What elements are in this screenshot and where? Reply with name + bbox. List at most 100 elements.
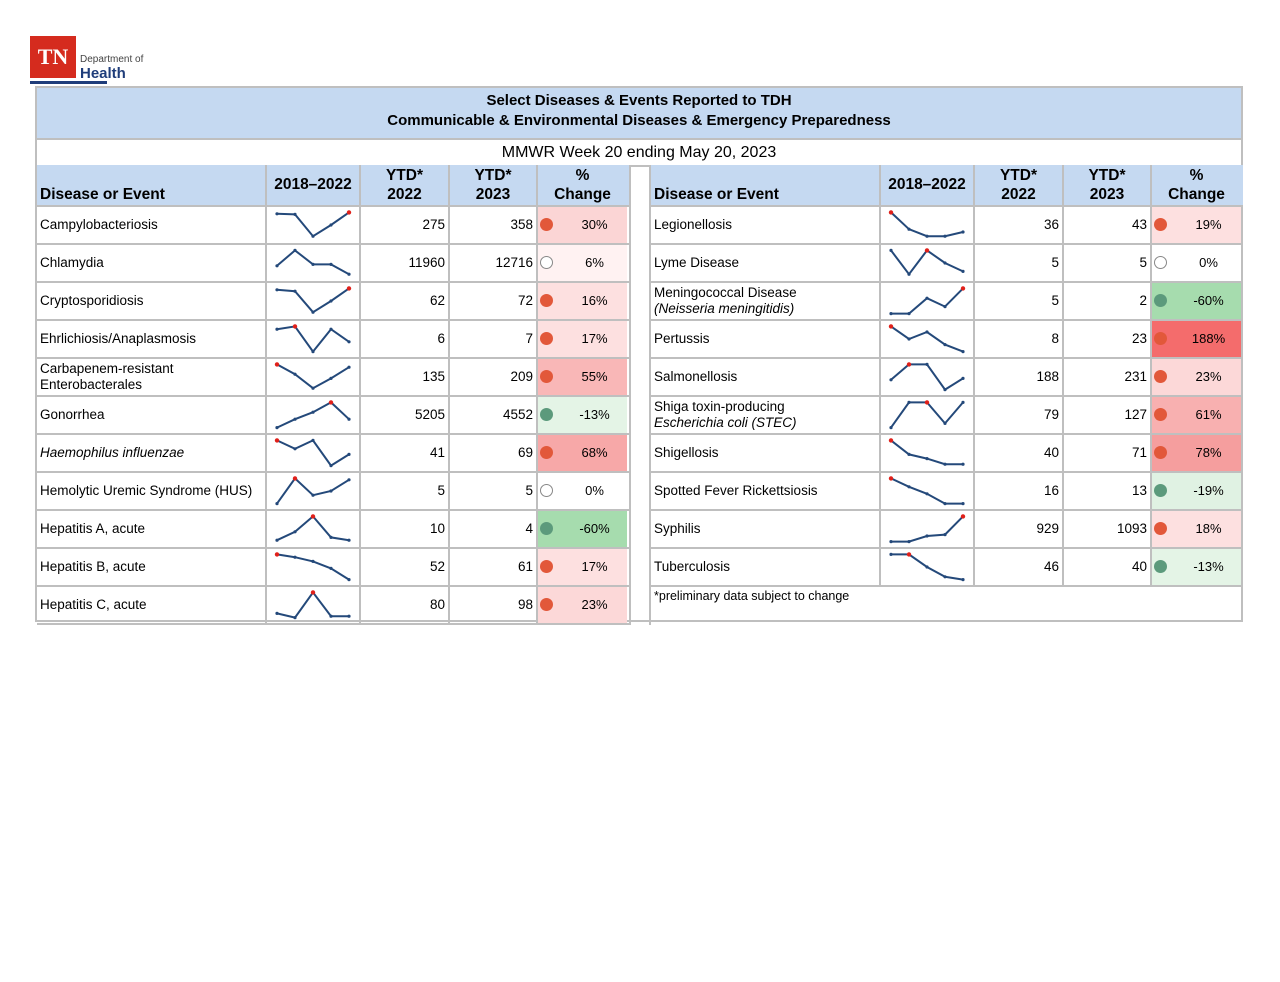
sparkline-point (347, 272, 351, 276)
disease-name-line1: Carbapenem-resistant (40, 361, 174, 376)
col-ytd2023: YTD* 2023 (1064, 165, 1152, 205)
sparkline-point (925, 565, 929, 569)
col-disease-label: Disease or Event (654, 186, 779, 203)
sparkline-point (943, 462, 947, 466)
disease-name: Hepatitis C, acute (37, 587, 267, 623)
disease-name: Meningococcal Disease (Neisseria meningit… (651, 283, 881, 319)
tn-health-logo: TN Department of Health (30, 36, 170, 84)
sparkline-max-point (906, 552, 912, 557)
mmwr-week: MMWR Week 20 ending May 20, 2023 (37, 140, 1241, 167)
trend-sparkline (267, 283, 361, 319)
sparkline-point (961, 230, 965, 234)
sparkline-max-point (960, 286, 966, 291)
col-ytd2022-label: 2022 (387, 186, 422, 203)
pct-change-value: 19% (1195, 217, 1222, 232)
trend-indicator-icon (1154, 294, 1167, 307)
ytd-2023-value: 5 (450, 473, 538, 509)
sparkline-svg (888, 210, 965, 238)
sparkline-line (890, 325, 964, 353)
ytd-2022-value: 52 (361, 549, 450, 585)
pct-change-cell: 17% (538, 549, 627, 585)
sparkline-max-point (906, 362, 912, 367)
table-row: Gonorrhea 5205 4552 -13% (37, 397, 629, 435)
sparkline-point (311, 410, 315, 414)
pct-change-value: 0% (585, 483, 604, 498)
disease-name-line2: Enterobacterales (40, 377, 143, 392)
sparkline-point (907, 312, 911, 316)
sparkline-max-point (346, 210, 352, 215)
sparkline-max-point (292, 476, 298, 481)
sparkline-point (961, 462, 965, 466)
trend-sparkline (267, 473, 361, 509)
col-pct-change-label: Change (1168, 186, 1225, 203)
sparkline-max-point (888, 210, 894, 215)
table-row: Hepatitis A, acute 10 4 -60% (37, 511, 629, 549)
table-row: Tuberculosis 46 40 -13% (651, 549, 1243, 587)
table-row: Hemolytic Uremic Syndrome (HUS) 5 5 0% (37, 473, 629, 511)
sparkline-point (311, 438, 315, 442)
sparkline-svg (275, 476, 351, 506)
disease-name-line2: Escherichia coli (STEC) (654, 415, 797, 430)
sparkline-point (275, 611, 279, 615)
col-ytd2023-label: YTD* (1088, 167, 1126, 184)
sparkline-point (311, 310, 315, 314)
sparkline-point (275, 426, 279, 430)
sparkline-point (293, 212, 297, 216)
sparkline-line (891, 515, 964, 543)
disease-name-line1: Campylobacteriosis (40, 217, 158, 232)
table-row: Legionellosis 36 43 19% (651, 207, 1243, 245)
trend-indicator-icon (1154, 484, 1167, 497)
sparkline-max-point (924, 248, 930, 253)
sparkline-max-point (292, 324, 298, 329)
ytd-2023-value: 40 (1064, 549, 1152, 585)
sparkline-point (943, 388, 947, 392)
sparkline-point (329, 464, 333, 468)
sparkline-point (329, 299, 333, 303)
table-row: Shiga toxin-producing Escherichia coli (S… (651, 397, 1243, 435)
disease-name-line1: Hepatitis C, acute (40, 597, 147, 612)
trend-indicator-icon (540, 370, 553, 383)
ytd-2022-value: 62 (361, 283, 450, 319)
sparkline-max-point (960, 514, 966, 519)
sparkline-point (329, 614, 333, 618)
trend-indicator-icon (540, 484, 553, 497)
col-pct-change-label: % (1189, 167, 1204, 184)
trend-indicator-icon (1154, 522, 1167, 535)
sparkline-line (276, 325, 350, 354)
pct-change-value: -13% (579, 407, 610, 422)
sparkline-svg (275, 400, 351, 430)
pct-change-value: 30% (581, 217, 608, 232)
ytd-2022-value: 188 (975, 359, 1064, 395)
pct-change-cell: -13% (1152, 549, 1241, 585)
sparkline-point (347, 614, 351, 618)
col-ytd2022-label: YTD* (999, 167, 1038, 184)
disease-name: Carbapenem-resistant Enterobacterales (37, 359, 267, 395)
ytd-2023-value: 71 (1064, 435, 1152, 471)
sparkline-line (276, 287, 350, 314)
sparkline-line (276, 553, 350, 581)
pct-change-cell: 23% (538, 587, 627, 623)
sparkline-max-point (274, 438, 280, 443)
trend-indicator-icon (540, 408, 553, 421)
trend-sparkline (881, 283, 975, 319)
sparkline-point (347, 365, 351, 369)
sparkline-point (907, 227, 911, 231)
table-row: Meningococcal Disease (Neisseria meningit… (651, 283, 1243, 321)
trend-sparkline (881, 359, 975, 395)
col-trend: 2018–2022 (267, 165, 361, 205)
sparkline-svg (275, 590, 351, 620)
ytd-2022-value: 40 (975, 435, 1064, 471)
trend-sparkline (881, 397, 975, 433)
pct-change-value: 23% (1195, 369, 1222, 384)
disease-name: Haemophilus influenzae (37, 435, 267, 471)
disease-name: Hepatitis B, acute (37, 549, 267, 585)
ytd-2023-value: 4 (450, 511, 538, 547)
pct-change-cell: 61% (1152, 397, 1241, 433)
pct-change-value: 55% (581, 369, 608, 384)
ytd-2023-value: 61 (450, 549, 538, 585)
logo-health-text: Health (80, 65, 126, 82)
disease-name: Shigellosis (651, 435, 881, 471)
disease-name-line2: (Neisseria meningitidis) (654, 301, 795, 316)
sparkline-point (907, 485, 911, 489)
sparkline-svg (274, 438, 351, 468)
